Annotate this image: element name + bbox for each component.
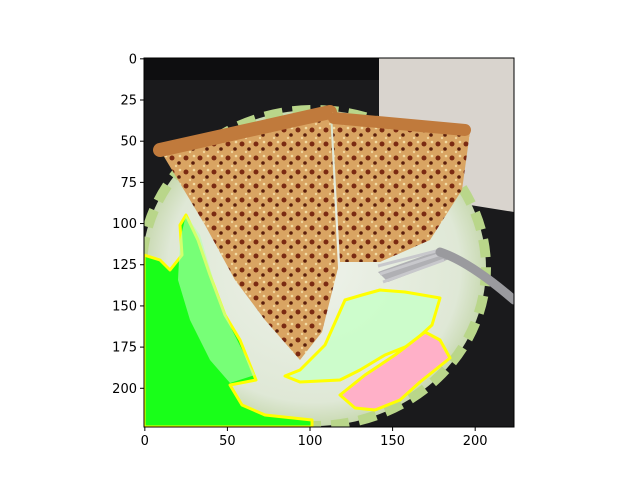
y-tick-label: 150 xyxy=(112,299,137,314)
y-tick-label: 175 xyxy=(112,341,137,356)
table-top-strip xyxy=(144,58,379,80)
axes-frame xyxy=(143,57,515,428)
x-tick-label: 100 xyxy=(298,434,323,449)
y-axis-ticks: 0 25 50 75 100 125 150 175 200 xyxy=(112,52,144,397)
y-tick-label: 0 xyxy=(129,52,137,67)
plate-rim xyxy=(144,105,491,427)
y-tick-label: 50 xyxy=(120,135,137,150)
x-axis-ticks: 0 50 100 150 200 xyxy=(141,427,488,449)
pizza-slice-right xyxy=(332,112,470,262)
pizza-slice-left-crust xyxy=(153,105,337,157)
y-tick-label: 75 xyxy=(120,176,137,191)
x-tick-label: 0 xyxy=(141,434,149,449)
x-tick-label: 50 xyxy=(219,434,236,449)
photo-image xyxy=(144,58,514,427)
fork xyxy=(377,247,514,305)
y-tick-label: 100 xyxy=(112,217,137,232)
pizza-slice-left xyxy=(160,112,338,360)
y-tick-label: 200 xyxy=(112,382,137,397)
mask-pink xyxy=(338,330,452,412)
pizza-slice-right-crust xyxy=(328,112,471,136)
x-tick-label: 200 xyxy=(463,434,488,449)
mask-green-pale-left xyxy=(178,215,255,383)
y-tick-label: 125 xyxy=(112,258,137,273)
x-tick-label: 150 xyxy=(380,434,405,449)
y-tick-label: 25 xyxy=(120,94,137,109)
